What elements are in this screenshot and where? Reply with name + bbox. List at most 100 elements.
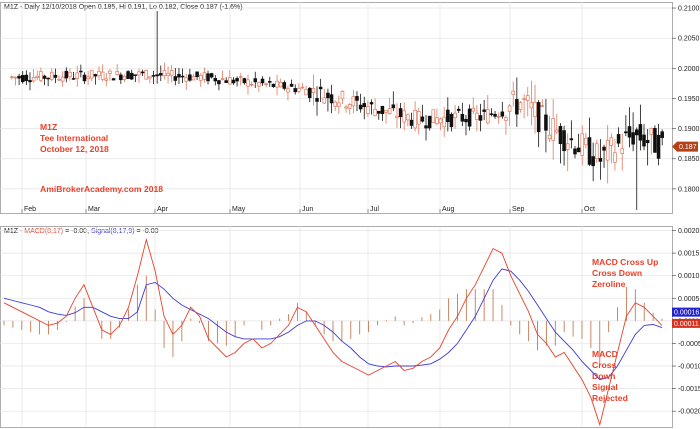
price-bar-down bbox=[329, 94, 334, 104]
price-bar-up bbox=[191, 76, 196, 81]
price-bar-down bbox=[206, 73, 210, 82]
price-bar-up bbox=[68, 71, 72, 78]
price-bar-down bbox=[598, 158, 603, 162]
macd-tick-label: -0.0020 bbox=[678, 409, 700, 416]
price-bar-down bbox=[576, 147, 581, 153]
price-bar-down bbox=[358, 104, 363, 110]
price-bar-down bbox=[235, 78, 239, 82]
price-bar-up bbox=[13, 76, 18, 79]
price-bar-up bbox=[333, 101, 337, 107]
price-bar-up bbox=[35, 75, 40, 78]
price-bar-up bbox=[395, 115, 399, 119]
price-bar-down bbox=[398, 108, 403, 118]
price-bar-up bbox=[565, 143, 570, 150]
price-bar-down bbox=[544, 114, 548, 131]
price-bar-down bbox=[28, 80, 32, 83]
month-label: Apr bbox=[157, 206, 169, 213]
price-bar-down bbox=[155, 74, 159, 77]
price-bar-up bbox=[584, 137, 588, 146]
price-bar-down bbox=[569, 138, 574, 141]
price-bar-down bbox=[456, 108, 461, 111]
price-bar-up bbox=[162, 69, 167, 77]
price-bar-down bbox=[129, 72, 134, 80]
price-bar-down bbox=[151, 75, 156, 77]
price-bar-down bbox=[515, 99, 519, 115]
annotation-cross-up-2: Cross Down bbox=[592, 268, 642, 278]
price-bar-up bbox=[304, 89, 308, 96]
price-bar-down bbox=[289, 83, 294, 87]
price-bar-down bbox=[391, 104, 396, 109]
price-bar-down bbox=[177, 74, 181, 78]
price-bar-up bbox=[220, 78, 225, 80]
price-bar-up bbox=[198, 74, 203, 81]
signal-tag-label: 0.00011 bbox=[674, 321, 699, 328]
macd-tick-label: -0.0010 bbox=[678, 364, 700, 371]
annotation-ticker: M1Z bbox=[40, 122, 57, 132]
price-bar-up bbox=[297, 87, 301, 92]
price-bar-up bbox=[264, 83, 268, 85]
price-bar-up bbox=[580, 133, 585, 156]
price-bar-down bbox=[53, 74, 58, 78]
month-label: Aug bbox=[442, 206, 455, 213]
macd-tick-label: 0.0020 bbox=[678, 228, 700, 235]
price-bar-down bbox=[362, 103, 367, 108]
price-bar-down bbox=[79, 70, 83, 73]
price-bar-up bbox=[144, 70, 149, 80]
price-bar-down bbox=[558, 126, 563, 145]
price-bar-up bbox=[249, 83, 254, 86]
price-bar-down bbox=[133, 74, 138, 76]
annotation-cross-up-1: MACD Cross Up bbox=[592, 257, 658, 267]
month-label: Feb bbox=[24, 206, 36, 213]
price-bar-up bbox=[435, 117, 439, 124]
price-bar-up bbox=[402, 110, 406, 123]
price-bar-up bbox=[278, 81, 283, 88]
price-bar-down bbox=[482, 109, 486, 112]
macd-header-value: = -0.00, bbox=[63, 228, 91, 235]
price-bar-down bbox=[500, 111, 505, 117]
price-bar-down bbox=[307, 87, 312, 99]
price-bar-down bbox=[460, 113, 465, 122]
price-bar-down bbox=[140, 71, 145, 74]
price-bar-up bbox=[547, 134, 552, 140]
price-bar-down bbox=[369, 102, 374, 105]
macd-panel: 0.00200.00150.00100.00050.0000-0.0005-0.… bbox=[0, 226, 700, 428]
price-bar-up bbox=[86, 76, 90, 80]
macd-tag-bg bbox=[672, 307, 700, 317]
price-bar-up bbox=[453, 112, 457, 119]
price-bar-up bbox=[387, 108, 392, 114]
price-bar-up bbox=[286, 88, 290, 93]
price-bar-up bbox=[529, 102, 534, 109]
annotation-rejected-2: Cross bbox=[592, 360, 617, 370]
month-label: Jul bbox=[370, 206, 379, 213]
signal-header-label: Signal(8,17,9) bbox=[91, 228, 135, 235]
price-frame bbox=[0, 2, 673, 214]
price-tick-label: 0.2000 bbox=[678, 66, 700, 73]
annotation-site: AmiBrokerAcademy.com 2018 bbox=[40, 184, 163, 194]
price-bar-up bbox=[496, 116, 501, 118]
price-bar-down bbox=[427, 115, 432, 129]
month-label: Jun bbox=[302, 206, 313, 213]
price-bar-down bbox=[119, 74, 123, 81]
price-bar-down bbox=[293, 88, 297, 93]
annotation-date: October 12, 2018 bbox=[40, 144, 109, 154]
price-bar-up bbox=[351, 96, 356, 107]
macd-tick-label: 0.0015 bbox=[678, 251, 700, 258]
price-bar-down bbox=[268, 81, 272, 83]
price-bar-down bbox=[380, 105, 385, 114]
price-bar-down bbox=[173, 76, 178, 81]
price-bar-up bbox=[438, 118, 443, 124]
month-label: Sep bbox=[512, 206, 525, 213]
macd-tick-label: -0.0015 bbox=[678, 386, 700, 393]
price-bar-down bbox=[217, 80, 221, 85]
annotation-rejected-5: Rejected bbox=[592, 393, 628, 403]
price-bar-down bbox=[489, 113, 494, 115]
price-bar-up bbox=[649, 127, 654, 135]
signal-tag-bg bbox=[672, 318, 700, 328]
price-bar-down bbox=[271, 83, 276, 88]
price-bar-down bbox=[638, 124, 643, 141]
price-bar-down bbox=[573, 148, 577, 155]
price-bar-up bbox=[442, 116, 446, 128]
price-tick-label: 0.2100 bbox=[678, 6, 700, 13]
price-bar-down bbox=[64, 70, 69, 79]
